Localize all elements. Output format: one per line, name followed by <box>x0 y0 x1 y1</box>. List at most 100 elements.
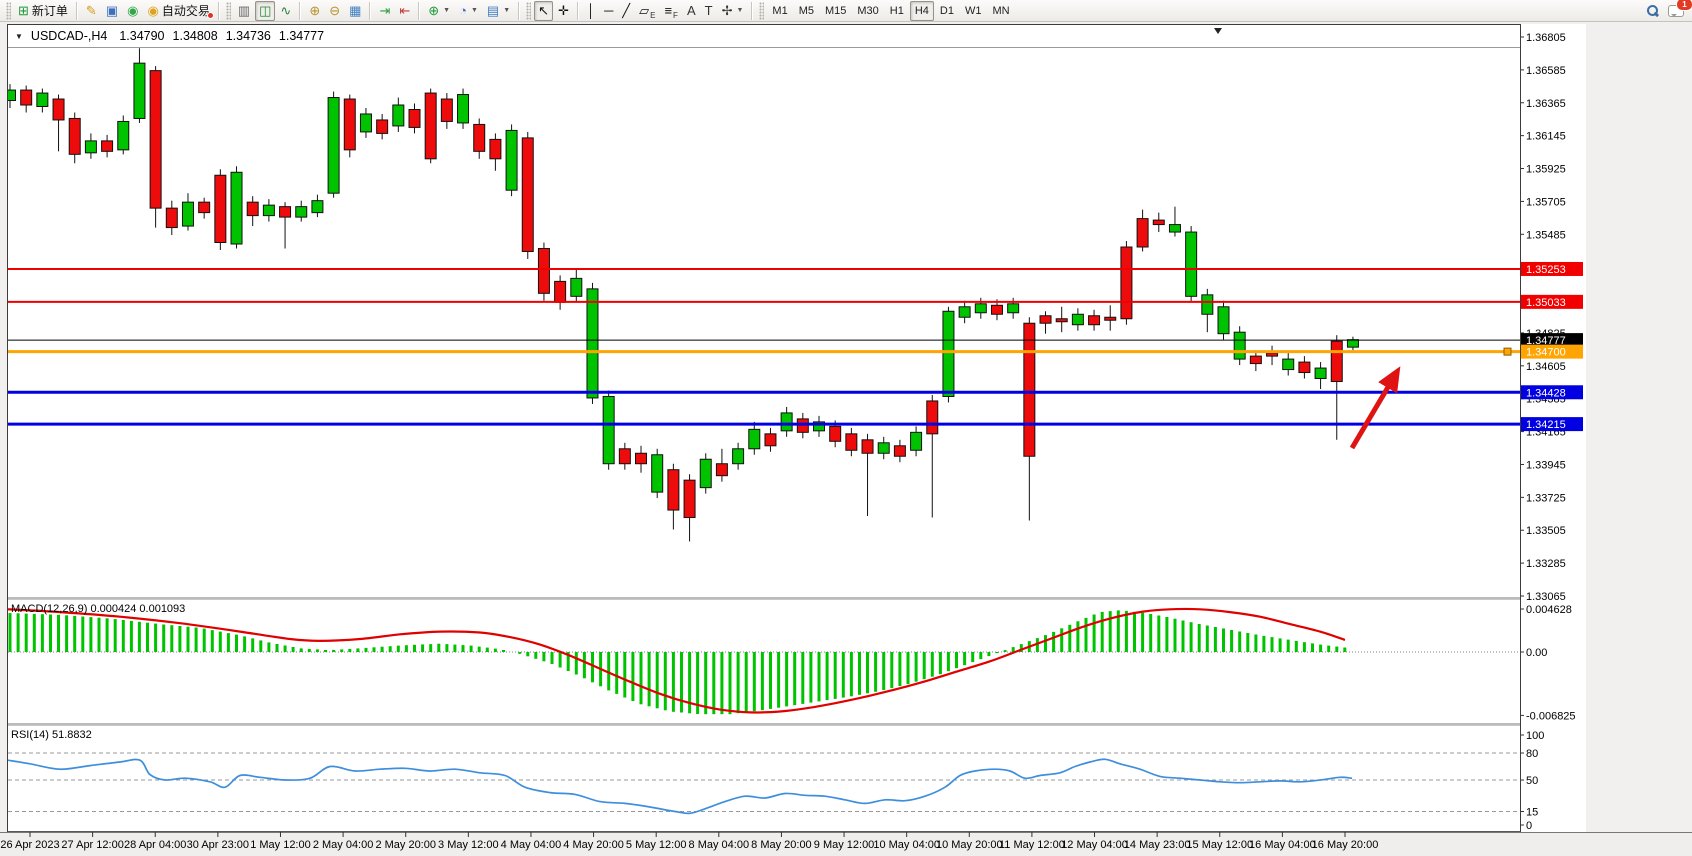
candle-body <box>117 120 130 151</box>
tile-windows-button[interactable]: ▦ <box>345 1 365 21</box>
zoom-in-button[interactable]: ⊕ <box>305 1 324 21</box>
bar-chart-button[interactable]: ▥ <box>234 1 254 21</box>
candle-body <box>1120 246 1133 320</box>
chart-shift-button[interactable]: ⇤ <box>395 1 414 21</box>
toolbar-drag-handle[interactable] <box>225 1 231 20</box>
channel-icon: ▱ <box>639 3 650 18</box>
resistance-line-2-price-badge <box>1521 294 1583 309</box>
timeframe-m15[interactable]: M15 <box>824 4 847 17</box>
timeframe-h1[interactable]: H1 <box>889 4 904 17</box>
auto-scroll-button[interactable]: ⇥ <box>375 1 394 21</box>
trendline-button[interactable]: ╱ <box>618 1 634 21</box>
autotrading-button-label: 自动交易 <box>161 4 210 18</box>
timeframe-m5[interactable]: M5 <box>798 4 814 17</box>
rsi-axis-label: 100 <box>1526 730 1544 742</box>
timeframe-mn[interactable]: MN <box>992 4 1010 17</box>
pivot-line-handle[interactable] <box>1503 347 1512 356</box>
equidistant-channel-button[interactable]: ▱ E <box>635 1 659 21</box>
chart-collapse-icon[interactable]: ▼ <box>15 31 23 41</box>
toolbar-separator <box>75 1 78 20</box>
candle-body <box>36 92 49 108</box>
timeframe-h4[interactable]: H4 <box>909 0 934 21</box>
chart-profile-button[interactable]: ✎ <box>82 1 101 21</box>
time-tick-label: 11 May 12:00 <box>999 839 1065 851</box>
cursor-button[interactable]: ↖ <box>534 0 554 21</box>
community-button[interactable]: ▣ <box>102 1 122 21</box>
vertical-line-icon: │ <box>586 3 596 18</box>
toolbar-drag-handle[interactable] <box>759 1 765 20</box>
candle-body <box>327 97 340 194</box>
fibonacci-button[interactable]: ≡ F <box>660 1 681 21</box>
text-label-button[interactable]: T <box>701 1 717 21</box>
timeframe-m1[interactable]: M1 <box>772 4 788 17</box>
candlestick-chart-button[interactable]: ◫ <box>255 0 276 21</box>
rsi-axis-label: 0 <box>1526 820 1532 832</box>
chevron-down-icon: ▼ <box>736 7 744 14</box>
person-monitor-icon: ▣ <box>105 3 119 18</box>
toolbar-drag-handle[interactable] <box>526 1 532 20</box>
candle-body <box>586 288 599 399</box>
price-tick-label: 1.36145 <box>1526 131 1566 143</box>
candle-body <box>262 204 275 217</box>
text-button[interactable]: A <box>683 1 700 21</box>
templates-button[interactable]: ▤ ▼ <box>483 1 514 21</box>
time-axis[interactable] <box>0 832 1692 856</box>
candle-body <box>359 113 372 133</box>
candle-body <box>311 200 324 214</box>
notification-count-badge: 1 <box>1676 0 1692 11</box>
timeframe-m30[interactable]: M30 <box>857 4 879 17</box>
arrow-annotation[interactable] <box>1349 366 1401 450</box>
candle-body <box>133 62 146 119</box>
quote-low: 1.34736 <box>225 29 271 43</box>
cursor-icon: ↖ <box>538 3 550 18</box>
zoom-in-icon: ⊕ <box>309 3 321 18</box>
toolbar-separator <box>299 1 302 20</box>
channel-icon-letter: E <box>650 10 656 20</box>
zoom-out-button[interactable]: ⊖ <box>325 1 344 21</box>
candle-body <box>570 277 583 297</box>
timeframe-w1[interactable]: W1 <box>964 4 982 17</box>
time-tick-label: 28 Apr 04:00 <box>124 839 186 851</box>
candle-body <box>1152 219 1165 226</box>
resistance-line-2-price-badge-label: 1.35033 <box>1526 297 1566 309</box>
periods-button[interactable]: ◔ ▼ <box>455 1 482 21</box>
notifications-button[interactable]: 1 <box>1664 0 1692 21</box>
timeframe-d1[interactable]: D1 <box>939 4 954 17</box>
price-tick-label: 1.35925 <box>1526 164 1566 176</box>
price-tick-label: 1.33725 <box>1526 492 1566 504</box>
fibonacci-icon-letter: F <box>673 10 678 20</box>
magnifier-icon <box>1646 4 1659 17</box>
signals-button[interactable]: ◉ <box>123 1 142 21</box>
stopped-dot-icon <box>206 11 214 19</box>
indicators-button[interactable]: ⊕ ▼ <box>424 1 454 21</box>
arrows-button[interactable]: ✢ ▼ <box>718 1 748 21</box>
line-chart-icon: ∿ <box>280 3 292 18</box>
price-tick-label: 1.36585 <box>1526 65 1566 77</box>
horizontal-line-button[interactable]: ─ <box>600 1 617 21</box>
search-button[interactable] <box>1642 1 1663 21</box>
new-order-button[interactable]: ⊞ 新订单 <box>14 1 72 21</box>
bar-chart-icon: ▥ <box>237 3 251 18</box>
candle-body <box>230 171 243 245</box>
tile-windows-icon: ▦ <box>349 3 362 18</box>
candle-body <box>424 92 437 160</box>
new-order-button-label: 新订单 <box>31 4 68 18</box>
autotrading-button[interactable]: ◉ 自动交易 <box>143 1 214 21</box>
toolbar-separator <box>518 1 521 20</box>
time-tick-label: 8 May 04:00 <box>689 839 750 851</box>
candle-body <box>214 174 227 244</box>
chart-area[interactable]: 1.36805 1.36585 1.36365 1.36145 1.35925 1.357… <box>0 22 1692 856</box>
line-chart-button[interactable]: ∿ <box>276 1 295 21</box>
crosshair-button[interactable]: ✛ <box>554 1 573 21</box>
support-line-1-price-badge <box>1521 385 1583 400</box>
time-tick-label: 4 May 20:00 <box>563 839 624 851</box>
toolbar-drag-handle[interactable] <box>6 1 11 20</box>
candle-body <box>554 280 567 303</box>
text-label-icon: T <box>704 3 713 18</box>
vertical-line-button[interactable]: │ <box>583 1 599 21</box>
candle-body <box>181 201 194 227</box>
clock-icon: ◔ <box>459 3 467 18</box>
time-tick-label: 12 May 04:00 <box>1061 839 1128 851</box>
chart-shift-marker-icon[interactable] <box>1214 28 1222 34</box>
